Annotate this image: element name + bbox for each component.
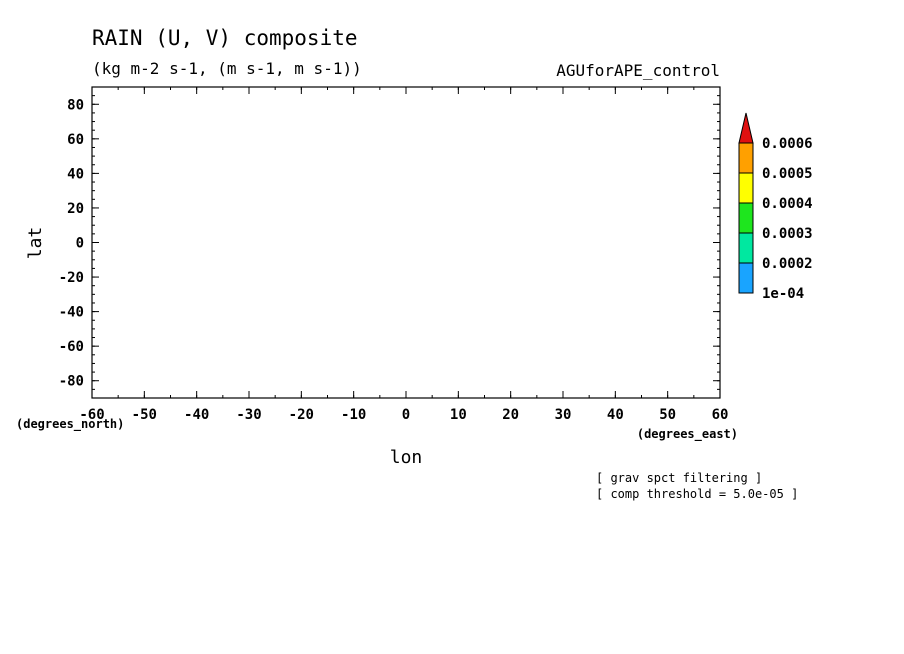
x-tick-label: 60 — [712, 407, 729, 423]
x-tick-label: 20 — [502, 407, 519, 423]
x-axis: -60 -50 -40 -30 -20 -10 0 10 20 30 40 50 60 — [79, 87, 728, 423]
x-tick-label: -60 — [79, 407, 104, 423]
colorbar-overflow-triangle — [738, 112, 754, 144]
x-tick-label: 0 — [402, 407, 410, 423]
colorbar-box — [738, 172, 754, 204]
colorbar-label: 0.0003 — [762, 226, 813, 242]
y-tick-label: -40 — [59, 305, 84, 321]
y-tick-label: -60 — [59, 339, 84, 355]
y-tick-label: 60 — [67, 132, 84, 148]
colorbar-legend: 1e-04 0.0002 0.0003 0.0004 0.0005 0.0006 — [738, 112, 813, 302]
plot-frame — [91, 86, 721, 399]
note-threshold: [ comp threshold = 5.0e-05 ] — [596, 487, 798, 501]
x-tick-label: 50 — [659, 407, 676, 423]
y-axis-label: lat — [25, 227, 46, 260]
chart-title: RAIN (U, V) composite — [92, 26, 358, 50]
colorbar-box — [738, 142, 754, 174]
chart-subtitle: (kg m-2 s-1, (m s-1, m s-1)) — [92, 59, 362, 78]
note-filtering: [ grav spct filtering ] — [596, 471, 762, 485]
x-tick-label: -20 — [289, 407, 314, 423]
colorbar-label: 1e-04 — [762, 286, 804, 302]
x-tick-label: -10 — [341, 407, 366, 423]
y-tick-label: 40 — [67, 166, 84, 182]
colorbar-label: 0.0004 — [762, 196, 813, 212]
y-units-label: (degrees_north) — [16, 417, 124, 432]
colorbar-label: 0.0005 — [762, 166, 813, 182]
x-tick-label: 40 — [607, 407, 624, 423]
colorbar-label: 0.0002 — [762, 256, 813, 272]
y-tick-label: 80 — [67, 97, 84, 113]
colorbar-box — [738, 232, 754, 264]
x-tick-label: -40 — [184, 407, 209, 423]
x-axis-label: lon — [390, 447, 423, 468]
experiment-label: AGUforAPE_control — [556, 61, 720, 80]
y-tick-label: -80 — [59, 374, 84, 390]
y-tick-label: 0 — [76, 236, 84, 252]
colorbar-box — [738, 202, 754, 234]
y-tick-label: -20 — [59, 270, 84, 286]
colorbar-label: 0.0006 — [762, 136, 813, 152]
x-tick-label: 30 — [555, 407, 572, 423]
x-tick-label: -50 — [132, 407, 157, 423]
x-tick-label: -30 — [236, 407, 261, 423]
x-units-label: (degrees_east) — [637, 427, 738, 442]
x-tick-label: 10 — [450, 407, 467, 423]
y-axis: 80 60 40 20 0 -20 -40 -60 -80 — [59, 86, 720, 399]
y-tick-label: 20 — [67, 201, 84, 217]
colorbar-box — [738, 262, 754, 294]
